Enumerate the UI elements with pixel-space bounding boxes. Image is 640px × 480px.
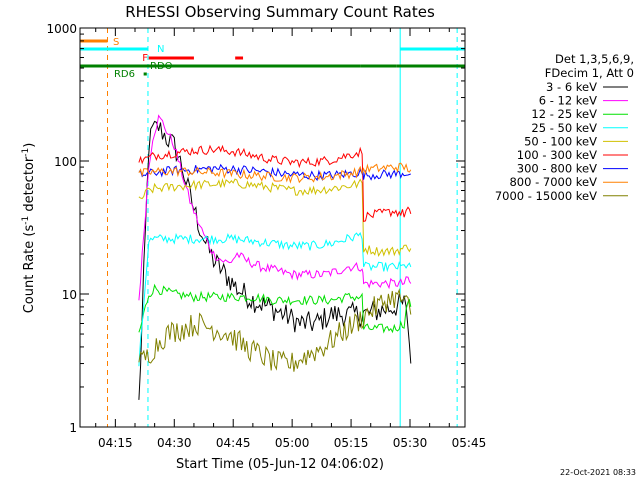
status-label-n: N bbox=[157, 44, 164, 55]
x-tick-label: 05:45 bbox=[452, 436, 487, 450]
legend-label-800-7000-kev: 800 - 7000 keV bbox=[509, 175, 597, 189]
series-line-100-300-kev bbox=[138, 144, 412, 223]
x-tick-label: 04:15 bbox=[98, 436, 133, 450]
x-tick-label: 05:00 bbox=[275, 436, 310, 450]
series-line-50-100-kev bbox=[138, 177, 412, 258]
legend-label-25-50-kev: 25 - 50 keV bbox=[531, 121, 597, 135]
status-label-f: F bbox=[142, 53, 148, 64]
series-line-7000-15000-kev bbox=[138, 288, 412, 372]
legend-label-7000-15000-kev: 7000 - 15000 keV bbox=[495, 189, 597, 203]
legend-label-12-25-kev: 12 - 25 keV bbox=[531, 107, 597, 121]
series-line-25-50-kev bbox=[138, 232, 412, 367]
status-bars-layer: S NF RD6 RDO bbox=[80, 37, 465, 80]
status-label-rdo: RDO bbox=[150, 61, 173, 72]
x-axis-label: Start Time (05-Jun-12 04:06:02) bbox=[176, 457, 384, 472]
legend-label-50-100-kev: 50 - 100 keV bbox=[524, 134, 597, 148]
footer-date: 22-Oct-2021 08:33 bbox=[560, 468, 636, 477]
y-tick-label: 1000 bbox=[46, 22, 77, 36]
legend-header-line: Det 1,3,5,6,9, bbox=[555, 52, 634, 66]
y-axis-label: Count Rate (s-1 detector-1) bbox=[21, 143, 37, 314]
y-axis-label-sup: -1 bbox=[21, 216, 31, 225]
series-line-12-25-kev bbox=[138, 283, 412, 334]
x-tick-label: 04:45 bbox=[216, 436, 251, 450]
y-tick-label: 100 bbox=[54, 155, 77, 169]
series-line-6-12-kev bbox=[138, 114, 412, 301]
chart-title: RHESSI Observing Summary Count Rates bbox=[125, 3, 435, 21]
y-axis-label-sup: -1 bbox=[21, 148, 31, 157]
y-tick-label: 1 bbox=[69, 421, 77, 435]
x-tick-label: 05:30 bbox=[393, 436, 428, 450]
x-tick-label: 05:15 bbox=[334, 436, 369, 450]
legend: Det 1,3,5,6,9, FDecim 1, Att 0 3 - 6 keV… bbox=[495, 52, 634, 203]
flag-lines-layer bbox=[107, 28, 458, 427]
series-line-800-7000-kev bbox=[138, 162, 412, 184]
axes-layer: 04:15 04:30 04:45 05:00 05:15 05:30 05:45 1 10 10… bbox=[46, 22, 486, 450]
y-axis-label-part: ) bbox=[22, 143, 37, 148]
legend-label-300-800-kev: 300 - 800 keV bbox=[517, 162, 597, 176]
legend-label-100-300-kev: 100 - 300 keV bbox=[517, 148, 597, 162]
legend-header-line: FDecim 1, Att 0 bbox=[545, 66, 634, 80]
series-layer bbox=[138, 114, 412, 400]
y-tick-label: 10 bbox=[62, 288, 77, 302]
legend-label-3-6-kev: 3 - 6 keV bbox=[546, 80, 597, 94]
status-label-rd6: RD6 bbox=[114, 69, 135, 80]
status-label-s: S bbox=[113, 37, 119, 48]
x-tick-label: 04:30 bbox=[157, 436, 192, 450]
y-axis-label-part: Count Rate (s bbox=[22, 225, 37, 314]
y-axis-label-part: detector bbox=[22, 156, 37, 216]
legend-label-6-12-kev: 6 - 12 keV bbox=[539, 94, 597, 108]
